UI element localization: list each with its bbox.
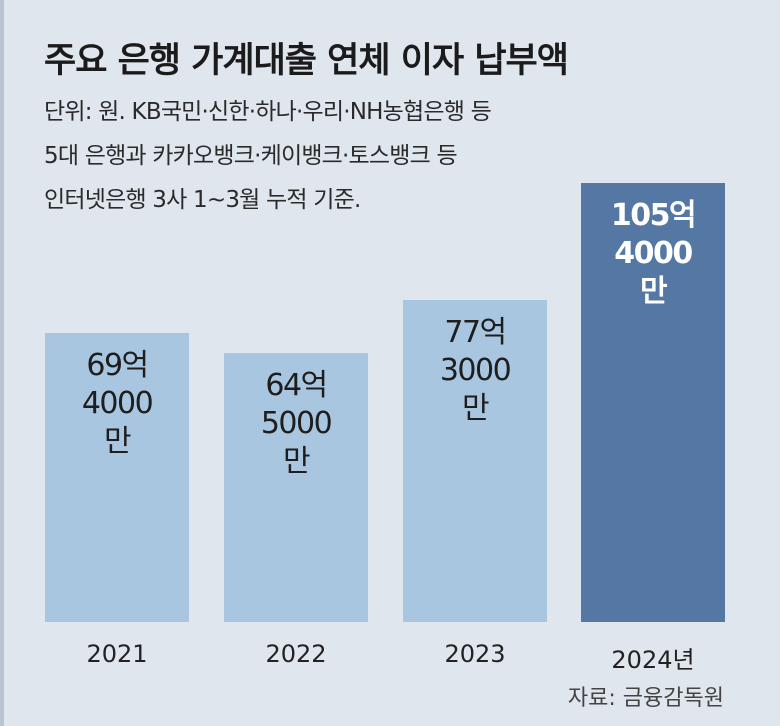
chart-title: 주요 은행 가계대출 연체 이자 납부액 bbox=[44, 41, 569, 81]
x-tick-label: 2021 bbox=[86, 640, 148, 668]
value-label: 64억 5000만 bbox=[260, 368, 333, 480]
bar bbox=[224, 353, 368, 622]
subtitle: 단위: 원. KB국민·신한·하나·우리·NH농협은행 등 bbox=[44, 99, 492, 125]
value-label: 77억 3000만 bbox=[439, 315, 512, 427]
bar bbox=[403, 300, 547, 622]
value-label: 105억 4000만 bbox=[610, 198, 697, 309]
value-label: 69억 4000만 bbox=[81, 347, 154, 459]
x-tick-label: 2023 bbox=[444, 640, 506, 668]
subtitle: 인터넷은행 3사 1~3월 누적 기준. bbox=[44, 187, 361, 213]
edge-strip bbox=[0, 0, 4, 726]
bar bbox=[45, 332, 189, 622]
x-tick-label: 2024년 bbox=[611, 646, 695, 674]
source: 자료: 금융감독원 bbox=[567, 686, 724, 711]
x-tick-label: 2022 bbox=[265, 640, 327, 668]
subtitle: 5대 은행과 카카오뱅크·케이뱅크·토스뱅크 등 bbox=[44, 143, 458, 169]
bar bbox=[581, 183, 725, 622]
